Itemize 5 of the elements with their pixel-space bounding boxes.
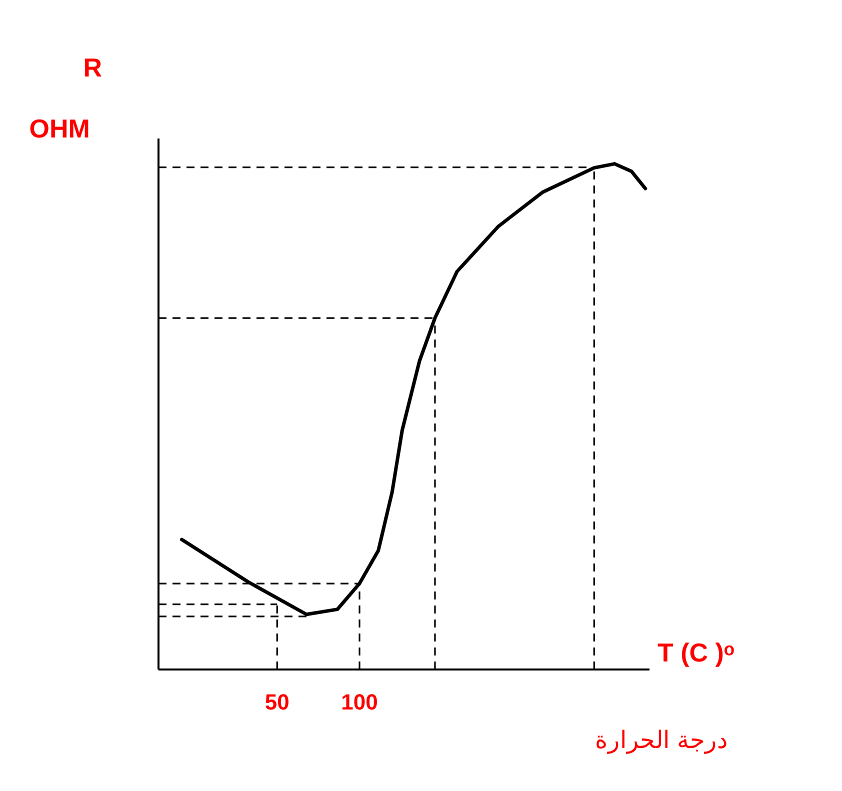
- x-tick-label: 100: [341, 690, 378, 714]
- y-axis-title: R OHM: [29, 52, 102, 144]
- text: درجة الحرارة: [595, 726, 728, 754]
- x-tick-label: 50: [264, 690, 290, 714]
- x-axis-title: T (C )ᵒ: [658, 638, 735, 668]
